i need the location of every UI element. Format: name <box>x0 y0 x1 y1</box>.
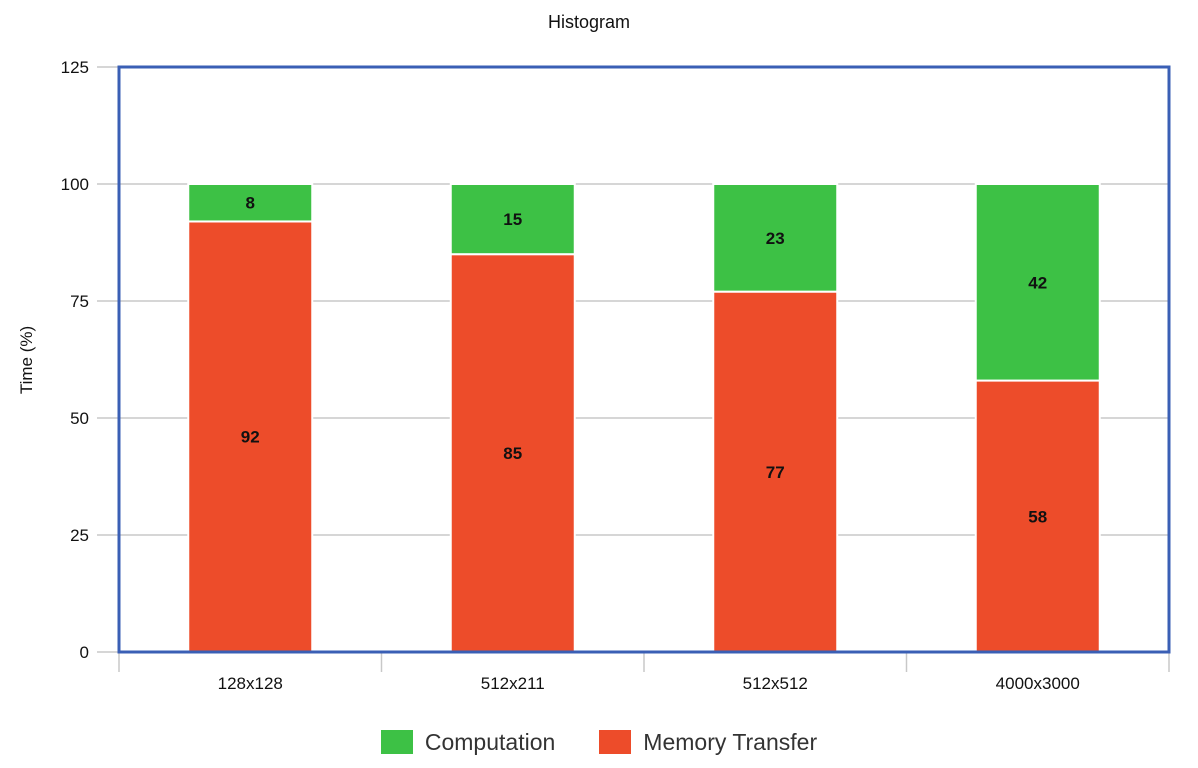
bar-computation-4000x3000 <box>974 183 1101 382</box>
legend-swatch <box>380 730 413 754</box>
x-tick-label: 4000x3000 <box>996 674 1080 693</box>
bar-computation-128x128 <box>187 183 314 223</box>
plot-frame <box>117 65 1171 654</box>
y-tick-label: 50 <box>70 409 89 428</box>
y-axis-title: Time (%) <box>17 326 36 394</box>
data-label: 77 <box>766 463 785 482</box>
chart-title: Histogram <box>548 12 630 32</box>
legend-label: Computation <box>424 728 556 755</box>
data-label: 15 <box>503 210 522 229</box>
y-tick-label: 0 <box>80 643 89 662</box>
bar-computation-512x512 <box>712 183 839 293</box>
bar-memory-transfer-4000x3000 <box>974 379 1101 653</box>
legend-swatch <box>599 730 632 754</box>
y-tick-label: 100 <box>61 175 89 194</box>
data-label: 58 <box>1028 507 1047 526</box>
y-tick-label: 25 <box>70 526 89 545</box>
axes: 0 25 50 75 100 125 128x128 512x211 512x512 4000x3… <box>61 58 1171 693</box>
legend-label: Memory Transfer <box>643 728 818 755</box>
data-labels: 92 8 85 15 77 23 58 42 <box>241 194 1047 527</box>
y-tick-label: 125 <box>61 58 89 77</box>
bars <box>187 183 1101 653</box>
x-tick-label: 512x512 <box>743 674 808 693</box>
bar-computation-512x211 <box>449 183 576 256</box>
legend-item-computation: Computation <box>380 728 556 756</box>
bar-memory-transfer-512x211 <box>449 253 576 653</box>
y-tick-label: 75 <box>70 292 89 311</box>
x-tick-label: 128x128 <box>218 674 283 693</box>
legend-item-memory-transfer: Memory Transfer <box>599 729 817 756</box>
data-label: 8 <box>246 194 255 213</box>
bar-memory-transfer-512x512 <box>712 290 839 653</box>
data-label: 23 <box>766 229 785 248</box>
x-tick-label: 512x211 <box>481 674 545 693</box>
bar-memory-transfer-128x128 <box>187 220 314 653</box>
data-label: 85 <box>503 444 522 463</box>
legend: Computation Memory Transfer <box>0 722 1198 762</box>
data-label: 92 <box>241 428 260 447</box>
data-label: 42 <box>1028 273 1047 292</box>
